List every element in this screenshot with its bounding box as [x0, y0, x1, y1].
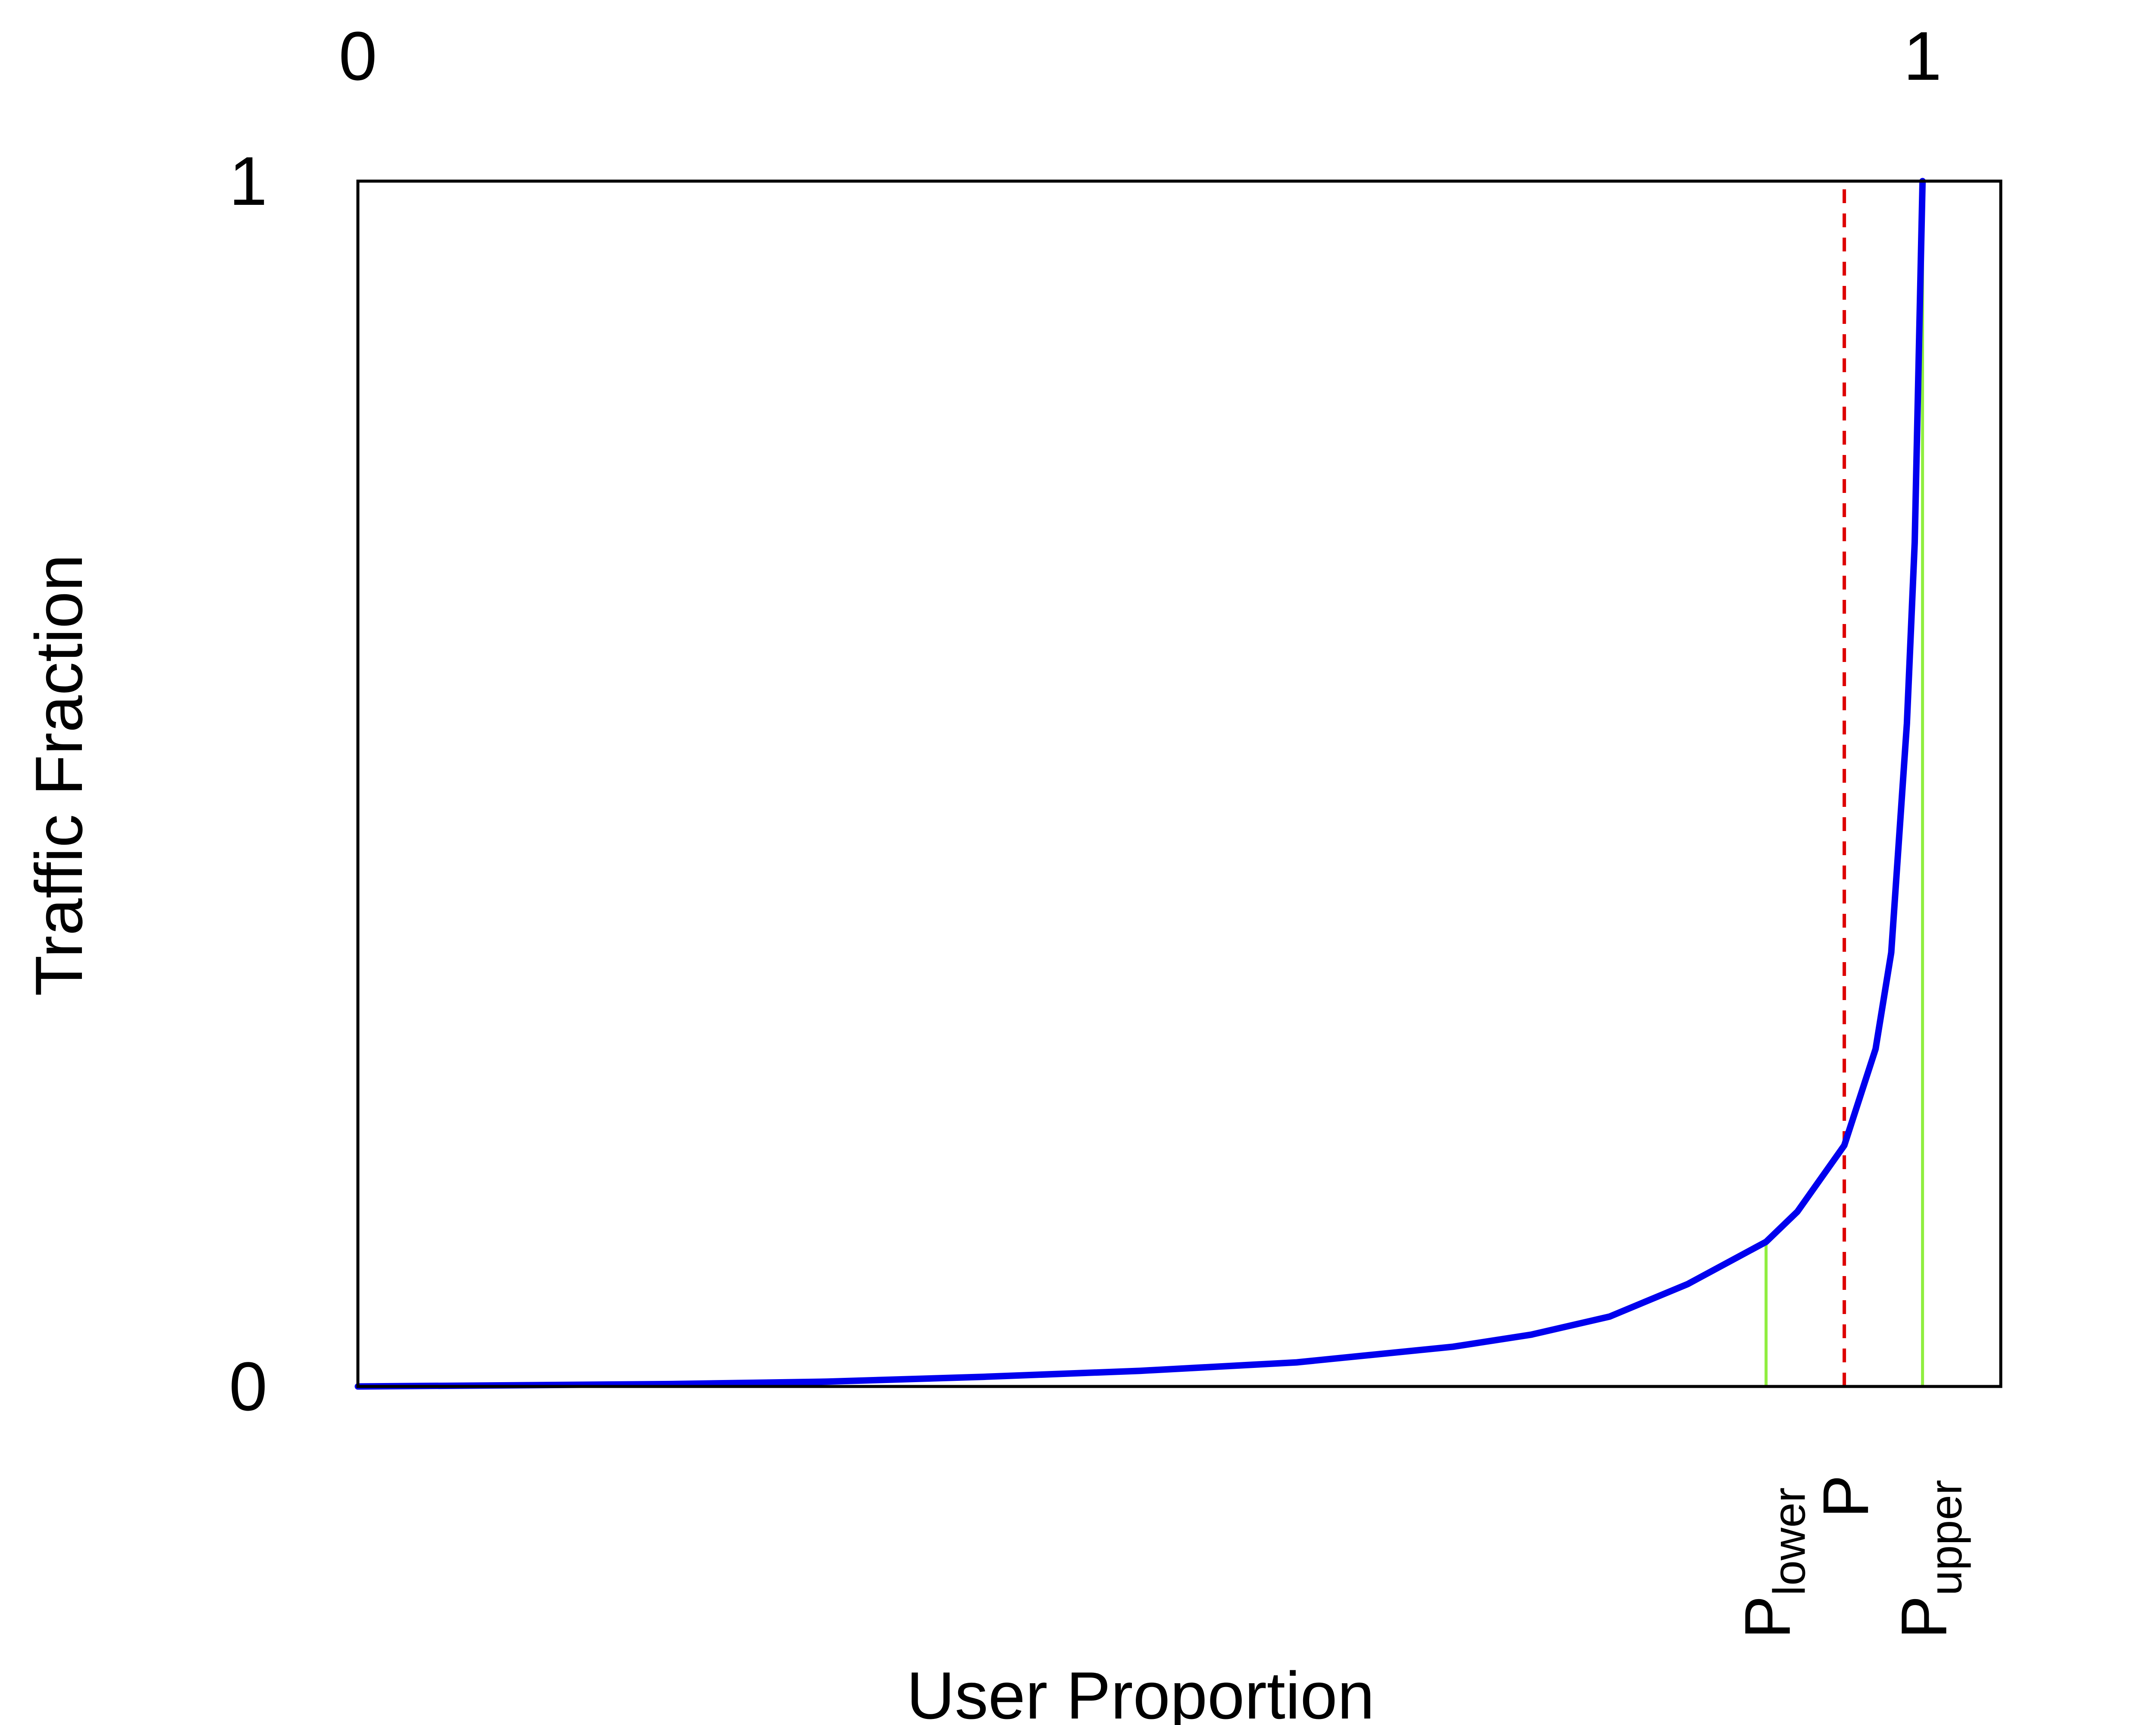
plot-frame	[356, 179, 2002, 1388]
marker-label-main: P	[1809, 1475, 1882, 1518]
x-axis-label: User Proportion	[906, 1658, 1374, 1725]
marker-label-main: P	[1731, 1596, 1804, 1639]
series-line	[354, 178, 1926, 1390]
marker-label-subscript: upper	[1921, 1480, 1971, 1596]
y-axis-label: Traffic Fraction	[22, 554, 96, 996]
marker-lines	[1764, 181, 1924, 1386]
marker-label-lower: Plower	[1731, 1487, 1815, 1639]
tick-labels: 0 101	[229, 17, 1942, 1425]
y-tick-label: 0	[229, 1348, 267, 1425]
x-tick-label: 1	[1903, 17, 1942, 94]
marker-label-p: P	[1809, 1475, 1882, 1518]
marker-label-upper: Pupper	[1888, 1480, 1971, 1639]
x-tick-label: 0	[339, 17, 377, 94]
y-tick-label: 1	[229, 142, 267, 220]
marker-label-subscript: lower	[1764, 1487, 1815, 1596]
marker-label-main: P	[1888, 1596, 1960, 1639]
